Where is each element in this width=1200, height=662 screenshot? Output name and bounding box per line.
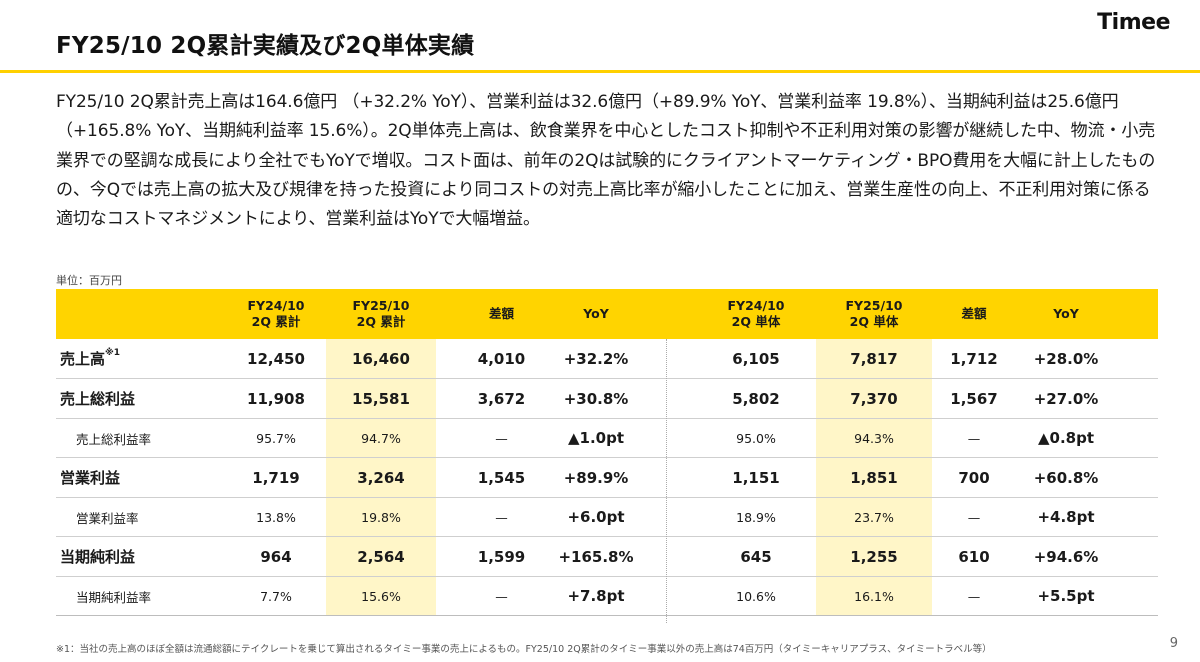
column-header: YoY [1053, 306, 1079, 321]
table-cell: 19.8% [326, 498, 436, 536]
table-header-row: FY24/10 2Q 累計 FY25/10 2Q 累計 差額 YoY FY24/10 2… [56, 289, 1158, 339]
table-cell: 1,712 [950, 349, 998, 368]
table-cell: 1,567 [950, 389, 998, 408]
row-label-text: 売上高 [60, 350, 106, 368]
table-cell: +27.0% [1033, 389, 1099, 408]
table-cell: — [495, 430, 508, 446]
table-row: 売上総利益率 95.7% 94.7% — ▲1.0pt 95.0% 94.3% — ▲0.8pt [56, 419, 1158, 458]
table-cell: 2,564 [326, 537, 436, 576]
title-divider [0, 70, 1200, 73]
row-label: 営業利益率 [56, 498, 246, 536]
table-cell: +94.6% [1033, 547, 1099, 566]
table-cell: +165.8% [558, 547, 634, 566]
row-label: 売上総利益率 [56, 419, 246, 457]
page-number: 9 [1169, 636, 1178, 651]
table-cell: — [967, 430, 981, 446]
column-header: YoY [583, 306, 609, 321]
table-row: 売上高 ※1 12,450 16,460 4,010 +32.2% 6,105 7,817 1,… [56, 339, 1158, 379]
column-header: FY25/10 2Q 累計 [352, 298, 410, 329]
period-divider [666, 339, 667, 623]
table-row: 当期純利益率 7.7% 15.6% — +7.8pt 10.6% 16.1% — +5.5pt [56, 577, 1158, 616]
table-cell: — [967, 588, 981, 604]
table-cell: +7.8pt [567, 587, 625, 605]
table-cell: 7.7% [260, 588, 292, 604]
table-cell: 1,599 [477, 547, 526, 566]
table-cell: 12,450 [247, 349, 305, 368]
table-cell: 610 [958, 547, 990, 566]
table-cell: 23.7% [816, 498, 932, 536]
table-cell: 16.1% [816, 577, 932, 615]
row-label-text: 営業利益率 [76, 510, 139, 526]
table-cell: — [967, 509, 981, 525]
table-cell: 11,908 [247, 389, 305, 408]
table-body: 売上高 ※1 12,450 16,460 4,010 +32.2% 6,105 7,817 1,… [56, 339, 1158, 616]
row-label-text: 売上総利益 [60, 390, 136, 408]
table-cell: 13.8% [256, 509, 296, 525]
table-cell: 645 [740, 547, 772, 566]
table-cell: 1,851 [816, 458, 932, 497]
table-cell: 10.6% [736, 588, 776, 604]
table-cell: 6,105 [732, 349, 780, 368]
summary-text: FY25/10 2Q累計売上高は164.6億円 （+32.2% YoY）、営業利… [56, 92, 1156, 230]
table-cell: 1,255 [816, 537, 932, 576]
table-cell: +89.9% [563, 468, 629, 487]
column-header: FY24/10 2Q 単体 [727, 298, 785, 329]
column-header: FY24/10 2Q 累計 [247, 298, 305, 329]
table-row: 営業利益 1,719 3,264 1,545 +89.9% 1,151 1,851 700 +6… [56, 458, 1158, 498]
table-cell: +32.2% [563, 349, 629, 368]
table-cell: 7,370 [816, 379, 932, 418]
table-cell: 700 [958, 468, 990, 487]
table-cell: 964 [260, 547, 292, 566]
row-label: 営業利益 [56, 458, 230, 497]
footnote: ※1：当社の売上高のほぼ全額は流通総額にテイクレートを乗じて算出されるタイミー事… [56, 644, 992, 655]
row-label-text: 当期純利益率 [76, 589, 152, 605]
row-label: 当期純利益率 [56, 577, 246, 615]
table-cell: — [495, 588, 508, 604]
table-cell: 4,010 [477, 349, 526, 368]
table-cell: 95.0% [736, 430, 776, 446]
column-header: 差額 [961, 306, 987, 321]
table-cell: 94.7% [326, 419, 436, 457]
table-cell: +4.8pt [1037, 508, 1095, 526]
table-cell: +28.0% [1033, 349, 1099, 368]
column-header: FY25/10 2Q 単体 [845, 298, 903, 329]
table-row: 売上総利益 11,908 15,581 3,672 +30.8% 5,802 7,370 1,… [56, 379, 1158, 419]
table-cell: 15.6% [326, 577, 436, 615]
table-cell: 94.3% [816, 419, 932, 457]
table-cell: +5.5pt [1037, 587, 1095, 605]
table-cell: 3,264 [326, 458, 436, 497]
table-cell: 95.7% [256, 430, 296, 446]
table-cell: +30.8% [563, 389, 629, 408]
table-cell: +6.0pt [567, 508, 625, 526]
table-cell: ▲0.8pt [1037, 429, 1094, 447]
table-cell: 16,460 [326, 339, 436, 378]
row-label: 売上総利益 [56, 379, 230, 418]
timee-logo: Timee [1097, 10, 1170, 35]
table-cell: 5,802 [732, 389, 780, 408]
row-label: 売上高 ※1 [56, 339, 230, 378]
table-cell: 3,672 [477, 389, 526, 408]
table-cell: 18.9% [736, 509, 776, 525]
table-cell: 1,545 [477, 468, 526, 487]
table-row: 営業利益率 13.8% 19.8% — +6.0pt 18.9% 23.7% — +4.8pt [56, 498, 1158, 537]
table-cell: 1,151 [732, 468, 780, 487]
table-cell: — [495, 509, 508, 525]
table-cell: +60.8% [1033, 468, 1099, 487]
column-header: 差額 [488, 306, 514, 321]
page-title: FY25/10 2Q累計実績及び2Q単体実績 [56, 33, 475, 59]
row-label-text: 当期純利益 [60, 548, 136, 566]
row-label-text: 売上総利益率 [76, 431, 152, 447]
row-label: 当期純利益 [56, 537, 230, 576]
table-cell: 1,719 [252, 468, 300, 487]
unit-label: 単位：百万円 [56, 274, 122, 287]
table-cell: ▲1.0pt [567, 429, 624, 447]
footnote-marker: ※1 [105, 347, 121, 358]
financial-table: FY24/10 2Q 累計 FY25/10 2Q 累計 差額 YoY FY24/10 2… [56, 289, 1158, 623]
table-cell: 7,817 [816, 339, 932, 378]
table-cell: 15,581 [326, 379, 436, 418]
row-label-text: 営業利益 [60, 469, 121, 487]
table-row: 当期純利益 964 2,564 1,599 +165.8% 645 1,255 610 +94.… [56, 537, 1158, 577]
